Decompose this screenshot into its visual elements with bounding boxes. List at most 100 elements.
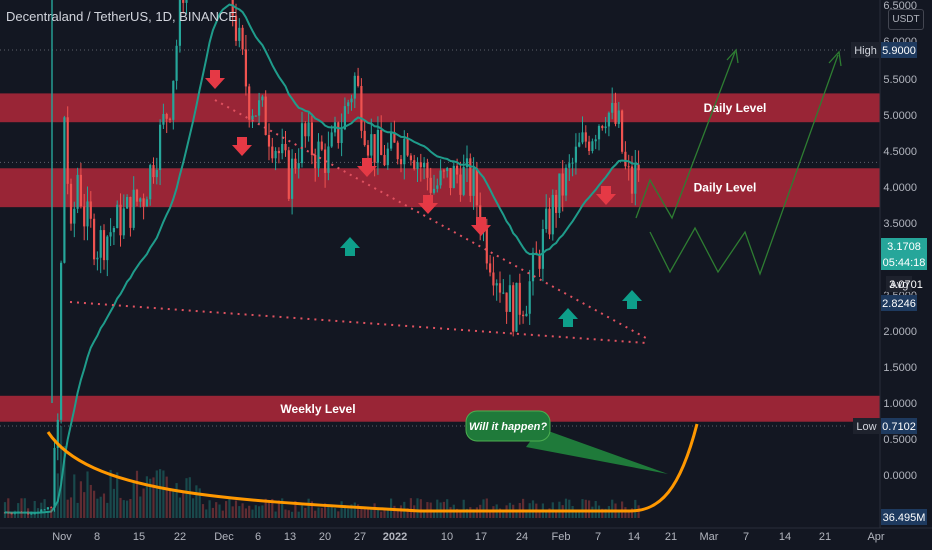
time-tick-label: 2022: [383, 531, 407, 543]
candle-body: [611, 102, 614, 113]
volume-bar: [588, 500, 591, 518]
volume-bar: [343, 505, 346, 518]
volume-bar: [129, 498, 132, 518]
currency-label[interactable]: USDT: [888, 9, 924, 30]
candle-body: [376, 129, 379, 163]
candle-body: [363, 130, 366, 146]
time-tick-label: 14: [628, 531, 640, 543]
volume-bar: [63, 446, 66, 518]
volume-bar: [218, 504, 221, 518]
candle-body: [588, 141, 591, 151]
time-tick-label: 15: [133, 531, 145, 543]
volume-bar: [333, 508, 337, 518]
volume-bar: [287, 510, 290, 518]
time-tick-label: 7: [743, 531, 749, 543]
projection-path: [649, 54, 839, 276]
volume-bar: [376, 510, 379, 518]
volume-bar: [149, 478, 152, 518]
symbol-title[interactable]: Decentraland / TetherUS, 1D, BINANCE: [6, 9, 237, 24]
candle-body: [99, 230, 102, 258]
candle-body: [271, 146, 274, 159]
volume-bar: [40, 502, 43, 518]
candle-body: [162, 114, 165, 125]
volume-bar: [465, 508, 469, 518]
candle-body: [518, 282, 521, 315]
volume-bar: [7, 498, 10, 518]
volume-bar: [215, 502, 218, 518]
candle-body: [614, 102, 617, 124]
volume-bar: [502, 509, 505, 518]
volume-bar: [310, 501, 313, 518]
volume-bar: [399, 505, 403, 518]
candle-body: [469, 158, 472, 196]
volume-bar: [83, 492, 86, 518]
volume-bar: [350, 504, 353, 518]
volume-bar: [564, 498, 568, 518]
candle-body: [607, 112, 610, 127]
down-arrow-marker: [205, 70, 225, 89]
up-arrow-marker: [558, 308, 578, 327]
candle-body: [426, 162, 429, 178]
volume-bar: [205, 509, 208, 518]
price-tick-label: 0.5000: [883, 434, 917, 446]
candle-body: [304, 123, 307, 137]
candle-body: [122, 208, 125, 236]
volume-bar: [86, 471, 89, 518]
candle-body: [436, 185, 439, 189]
time-tick-label: Feb: [552, 531, 571, 543]
candle-body: [578, 142, 581, 147]
volume-bar: [604, 508, 607, 518]
candle-body: [366, 145, 370, 156]
volume-bar: [182, 492, 185, 518]
level-band: [0, 93, 880, 123]
volume-bar: [423, 510, 426, 518]
volume-bar: [353, 502, 356, 518]
volume-bar: [254, 505, 257, 518]
candle-body: [165, 114, 168, 119]
candle-body: [423, 162, 426, 168]
candle-body: [475, 168, 478, 206]
volume-bar: [221, 510, 224, 518]
candle-body: [390, 132, 393, 149]
volume-bar: [449, 507, 452, 518]
candle-body: [129, 196, 132, 228]
avg-label-bg: [886, 276, 912, 292]
up-arrow-marker: [340, 237, 360, 256]
time-tick-label: 6: [255, 531, 261, 543]
price-tick-label: 0.0000: [883, 470, 917, 482]
volume-bar: [165, 476, 168, 518]
volume-bar: [228, 499, 231, 518]
candle-body: [360, 85, 363, 131]
projection-arrowhead: [726, 48, 739, 64]
volume-bar: [211, 507, 214, 518]
volume-bar: [409, 498, 412, 518]
price-tick-label: 2.0000: [883, 326, 917, 338]
level-label: Weekly Level: [280, 402, 355, 416]
volume-bar: [102, 493, 106, 518]
candle-body: [112, 228, 115, 233]
level-label: Daily Level: [704, 101, 767, 115]
volume-bar: [172, 491, 175, 518]
volume-bar: [27, 508, 30, 518]
candle-body: [495, 283, 498, 286]
candle-body: [258, 100, 261, 116]
volume-bar: [17, 503, 20, 518]
volume-bar: [380, 511, 383, 518]
volume-bar: [258, 506, 261, 518]
volume-bar: [89, 484, 92, 518]
volume-bar: [13, 510, 16, 518]
candle-body: [185, 0, 188, 3]
candle-body: [545, 208, 548, 230]
candle-body: [251, 115, 254, 120]
down-arrow-marker: [357, 158, 377, 177]
volume-bar: [515, 509, 518, 518]
candle-body: [574, 146, 577, 163]
volume-bar: [281, 498, 284, 518]
down-arrow-marker: [418, 195, 438, 214]
volume-bar: [231, 506, 234, 518]
time-tick-label: Nov: [52, 531, 72, 543]
candle-body: [317, 141, 320, 169]
candle-body: [89, 201, 92, 219]
